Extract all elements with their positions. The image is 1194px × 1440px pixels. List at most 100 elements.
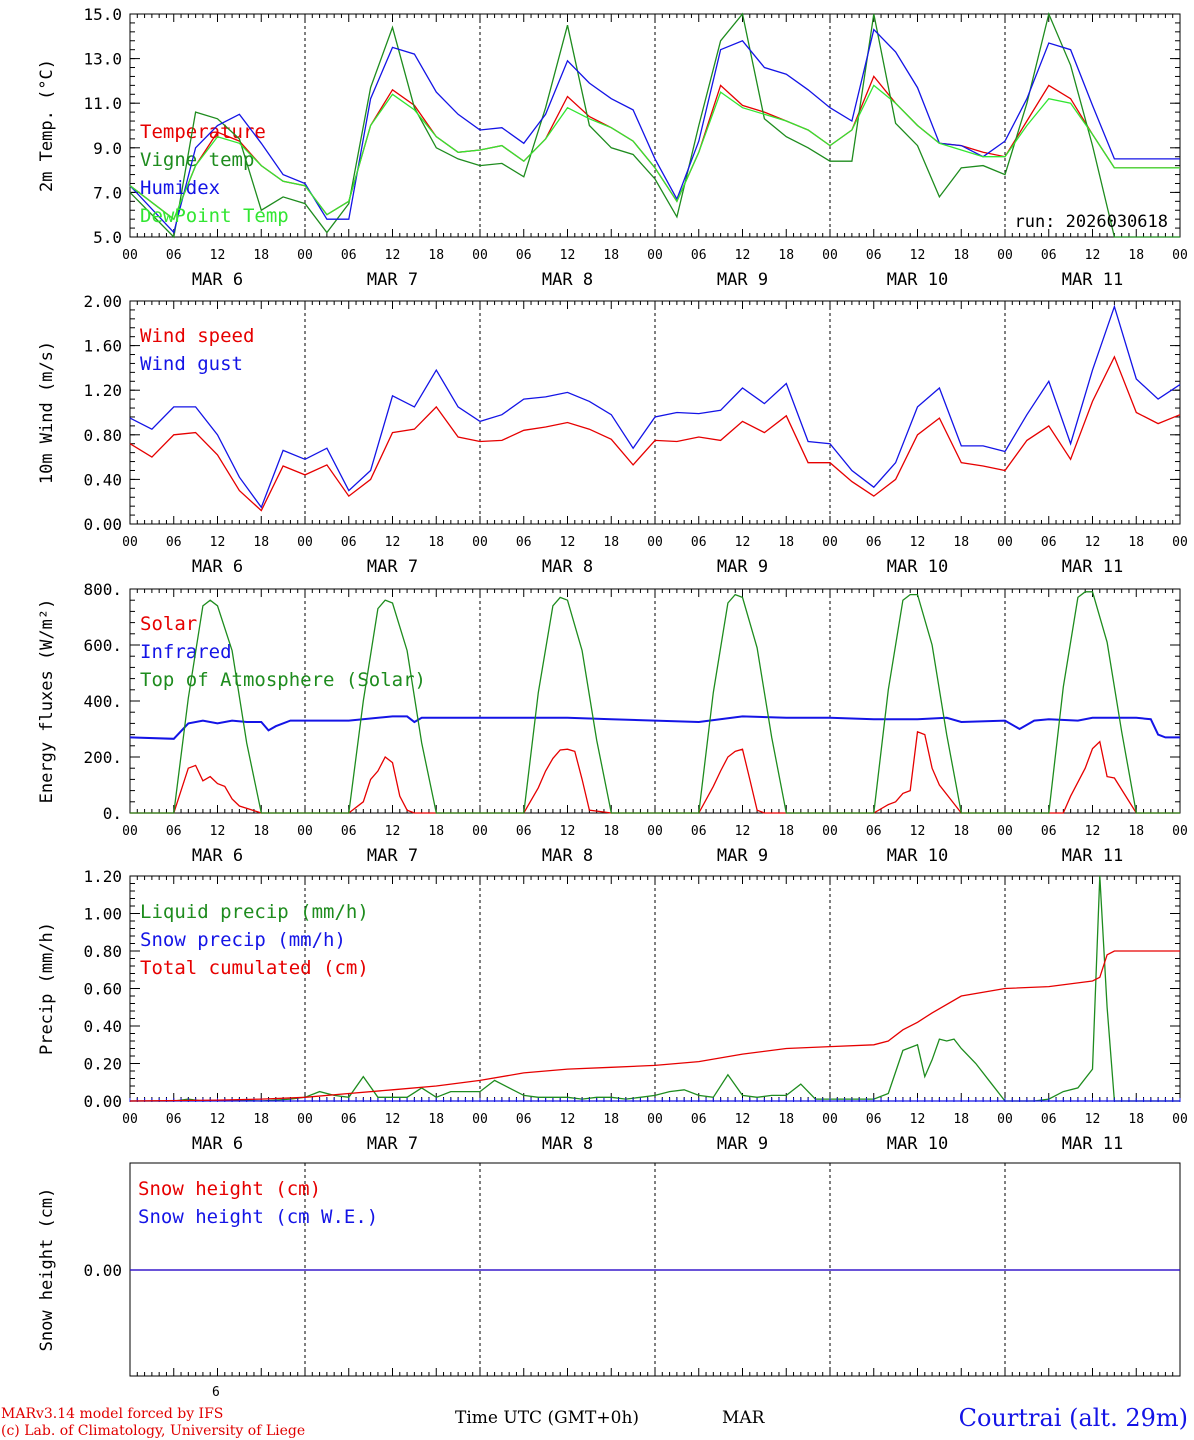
x-tick-label: 12 [735,824,751,839]
day-label: MAR 6 [192,557,243,577]
x-tick-label: 18 [428,824,444,839]
y-tick-label: 400. [83,692,122,711]
x-tick-label: 18 [1128,248,1144,263]
y-tick-label: 0.00 [83,1092,122,1111]
x-tick-label: 18 [953,248,969,263]
y-tick-label: 600. [83,636,122,655]
x-tick-label: 12 [210,824,226,839]
x-tick-label: 06 [691,1112,707,1127]
legend-entry: Snow precip (mm/h) [140,929,346,951]
footer: MARv3.14 model forced by IFS (c) Lab. of… [1,1385,1188,1439]
legend-entry: Solar [140,613,197,635]
x-tick-label: 12 [1085,248,1101,263]
x-tick-label: 00 [997,535,1013,550]
x-tick-label: 12 [560,1112,576,1127]
x-tick-label: 00 [297,824,313,839]
y-axis-title: Precip (mm/h) [37,922,57,1055]
y-tick-label: 0.20 [83,1055,122,1074]
panel-1: 00 06 12 18 00 06 12 18 00 06 12 18 00 06 12 18 00 06 12 18… [37,5,1188,290]
station-label: Courtrai (alt. 29m) [959,1404,1188,1432]
x-tick-label: 00 [1172,1112,1188,1127]
lab-credit: (c) Lab. of Climatology, University of L… [1,1423,305,1439]
x-tick-label: 18 [1128,1112,1144,1127]
x-tick-label: 06 [691,248,707,263]
x-tick-label: 00 [122,824,138,839]
x-tick-label: 06 [866,535,882,550]
x-tick-label: 18 [428,535,444,550]
x-tick-label: 12 [910,535,926,550]
legend-entry: DewPoint Temp [140,205,289,227]
x-tick-label: 06 [866,248,882,263]
x-tick-label: 18 [778,1112,794,1127]
plot-frame [129,588,1181,814]
y-tick-label: 0.80 [83,426,122,445]
x-tick-label: 12 [560,248,576,263]
x-tick-label: 00 [822,824,838,839]
series-line-vigne-temp [129,11,1180,239]
x-tick-label: 06 [1041,824,1057,839]
y-axis-title: Snow height (cm) [37,1188,57,1352]
day-label: MAR 8 [542,270,593,290]
x-tick-label: 06 [691,535,707,550]
y-tick-label: 13.0 [83,50,122,69]
x-tick-label: 12 [735,535,751,550]
y-tick-label: 1.00 [83,905,122,924]
y-tick-label: 0.80 [83,942,122,961]
legend-entry: Temperature [140,121,266,143]
series-line-dewpoint-temp [129,84,1180,221]
x-tick-label: 18 [953,824,969,839]
x-tick-label: 12 [735,1112,751,1127]
x-tick-label: 18 [428,248,444,263]
x-tick-label: 18 [603,248,619,263]
x-tick-label: 18 [778,535,794,550]
legend-entry: Infrared [140,641,232,663]
x-tick-label: 12 [1085,535,1101,550]
y-tick-label: 0.40 [83,1017,122,1036]
day-label: MAR 9 [717,270,768,290]
x-tick-label: 12 [560,824,576,839]
x-tick-label: 18 [603,535,619,550]
legend-entry: Humidex [140,177,220,199]
day-label: MAR 6 [192,270,243,290]
x-tick-label: 12 [910,824,926,839]
x-tick-label: 00 [997,248,1013,263]
y-tick-label: 5.0 [93,228,122,247]
legend-entry: Wind speed [140,325,254,347]
x-tick-label: 00 [472,824,488,839]
x-tick-label: 12 [560,535,576,550]
x-tick-label: 12 [910,248,926,263]
x-tick-label: 18 [603,1112,619,1127]
day-label: MAR 6 [192,846,243,866]
series-line-infrared [129,715,1180,740]
y-tick-label: 200. [83,748,122,767]
day-label: MAR 10 [887,1134,948,1154]
x-tick-label: 06 [516,1112,532,1127]
x-tick-label: 00 [647,248,663,263]
day-label: MAR 9 [717,1134,768,1154]
x-tick-label: 06 [866,1112,882,1127]
x-tick-label: 00 [647,824,663,839]
x-tick-label: 00 [822,535,838,550]
x-tick-label: 12 [210,1112,226,1127]
day-label: MAR 7 [367,270,418,290]
x-tick-label: 12 [210,248,226,263]
x-tick-label: 12 [735,248,751,263]
x-tick-label: 00 [297,1112,313,1127]
day-label: MAR 11 [1062,557,1123,577]
day-label: MAR 8 [542,557,593,577]
x-tick-label: 00 [1172,824,1188,839]
y-tick-label: 1.20 [83,381,122,400]
y-tick-label: 1.60 [83,337,122,356]
x-tick-label: 06 [166,535,182,550]
x-tick-label: 12 [385,248,401,263]
x-tick-label: 18 [778,824,794,839]
x-tick-label: 06 [341,824,357,839]
x-tick-label: 00 [122,535,138,550]
x-tick-label: 12 [910,1112,926,1127]
x-tick-label: 00 [297,535,313,550]
x-tick-label: 06 [516,535,532,550]
x-tick-label: 00 [1172,535,1188,550]
y-tick-label: 9.0 [93,139,122,158]
day-label: MAR 9 [717,846,768,866]
